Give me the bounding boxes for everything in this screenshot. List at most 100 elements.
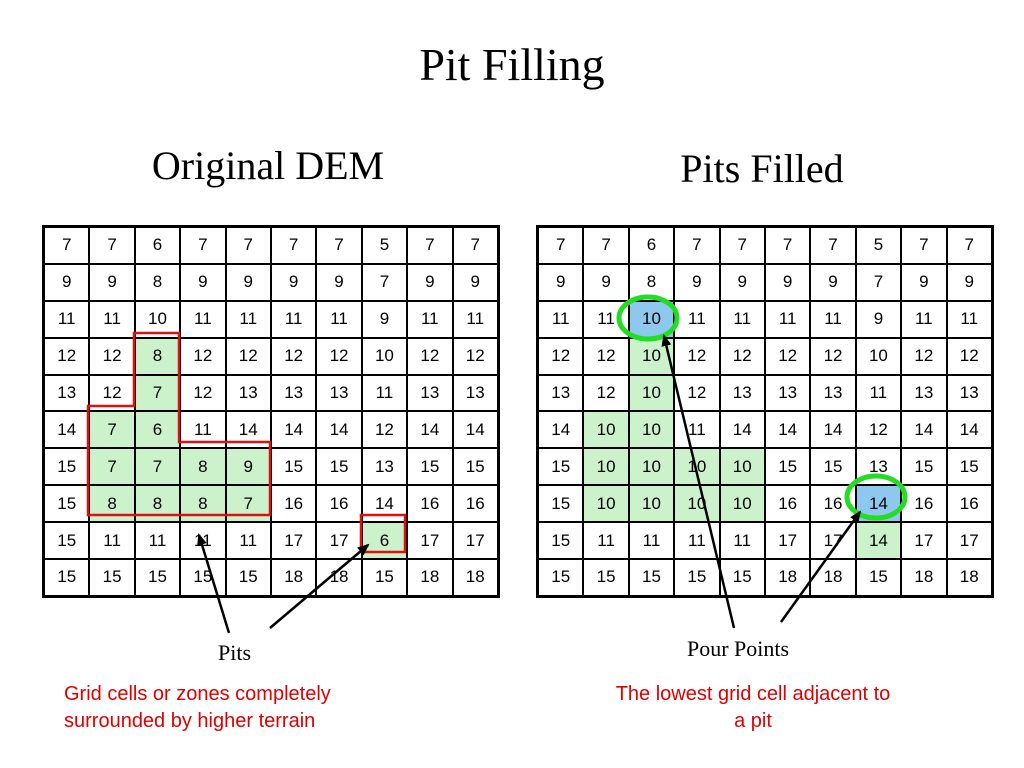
filled-cell: 16 [900, 484, 948, 524]
filled-cell: 11 [673, 410, 721, 450]
pits-filled-title: Pits Filled [680, 146, 844, 191]
filled-cell: 11 [718, 299, 766, 339]
pits-arrow-left [197, 533, 231, 634]
filled-cell: 7 [809, 225, 857, 265]
pits-description-line-2: surrounded by higher terrain [64, 710, 316, 732]
filled-cell: 9 [718, 262, 766, 302]
filled-cell: 5 [854, 225, 903, 265]
original-cell: 9 [269, 262, 318, 302]
filled-cell: 12 [763, 336, 812, 376]
filled-cell: 11 [900, 299, 948, 339]
original-cell: 15 [406, 447, 454, 487]
original-cell: 11 [88, 521, 136, 561]
filled-cell: 15 [536, 447, 585, 487]
original-cell: 14 [406, 410, 454, 450]
original-cell: 12 [224, 336, 272, 376]
filled-row: 15 11 11 11 11 17 17 14 17 17 [536, 521, 994, 561]
original-cell: 7 [269, 225, 318, 265]
original-cell: 15 [360, 558, 409, 598]
original-cell: 17 [406, 521, 454, 561]
filled-cell: 13 [718, 373, 766, 413]
original-cell: 14 [315, 410, 363, 450]
pour-points-description-line-1: The lowest grid cell adjacent to [615, 683, 891, 705]
filled-cell: 11 [763, 299, 812, 339]
filled-cell: 15 [673, 558, 721, 598]
pour-points-label: Pour Points [687, 636, 790, 661]
original-cell: 16 [406, 484, 454, 524]
filled-cell: 15 [809, 447, 857, 487]
original-cell: 15 [42, 484, 91, 524]
filled-cell: 17 [763, 521, 812, 561]
original-cell: 15 [88, 558, 136, 598]
filled-cell: 10 [582, 410, 630, 450]
filled-cell: 10 [673, 447, 721, 487]
original-cell: 11 [88, 299, 136, 339]
filled-cell: 15 [718, 558, 766, 598]
original-cell: 15 [224, 558, 272, 598]
filled-cell: 13 [536, 373, 585, 413]
original-cell: 7 [179, 225, 227, 265]
filled-cell: 12 [673, 373, 721, 413]
original-cell: 13 [224, 373, 272, 413]
filled-cell: 14 [536, 410, 585, 450]
filled-cell: 10 [854, 336, 903, 376]
slide-title: Pit Filling [419, 39, 605, 90]
filled-cell: 10 [627, 484, 676, 524]
original-cell: 9 [360, 299, 409, 339]
filled-cell: 10 [582, 447, 630, 487]
filled-cell: 9 [763, 262, 812, 302]
filled-cell: 9 [673, 262, 721, 302]
original-cell: 13 [42, 373, 91, 413]
filled-cell: 15 [582, 558, 630, 598]
filled-cell: 17 [900, 521, 948, 561]
original-cell: 7 [133, 373, 182, 413]
filled-cell: 12 [718, 336, 766, 376]
original-cell: 11 [315, 299, 363, 339]
filled-row: 11 11 10 11 11 11 11 9 11 11 [536, 299, 994, 339]
pour-point-ring-2 [844, 473, 908, 521]
original-cell: 7 [451, 225, 500, 265]
pits-arrow-right [269, 543, 370, 629]
original-cell: 9 [224, 447, 272, 487]
original-cell: 9 [42, 262, 91, 302]
original-cell: 12 [451, 336, 500, 376]
original-row: 15 7 7 8 9 15 15 13 15 15 [42, 447, 500, 487]
filled-row: 14 10 10 11 14 14 14 12 14 14 [536, 410, 994, 450]
filled-cell: 13 [900, 373, 948, 413]
filled-cell: 16 [763, 484, 812, 524]
filled-row: 12 12 10 12 12 12 12 10 12 12 [536, 336, 994, 376]
original-cell: 13 [451, 373, 500, 413]
original-cell: 15 [315, 447, 363, 487]
filled-cell: 10 [627, 373, 676, 413]
filled-cell: 10 [627, 447, 676, 487]
original-cell: 13 [360, 447, 409, 487]
filled-row: 15 15 15 15 15 18 18 15 18 18 [536, 558, 994, 598]
original-cell: 10 [360, 336, 409, 376]
filled-cell: 14 [809, 410, 857, 450]
filled-cell: 14 [763, 410, 812, 450]
original-cell: 11 [269, 299, 318, 339]
filled-cell: 7 [673, 225, 721, 265]
original-cell: 15 [42, 447, 91, 487]
original-cell: 15 [451, 447, 500, 487]
filled-cell: 11 [582, 521, 630, 561]
original-cell: 12 [269, 336, 318, 376]
filled-cell: 10 [718, 447, 766, 487]
filled-cell: 9 [945, 262, 994, 302]
original-cell: 12 [42, 336, 91, 376]
original-cell: 11 [42, 299, 91, 339]
original-cell: 14 [269, 410, 318, 450]
original-cell: 9 [224, 262, 272, 302]
filled-cell: 10 [673, 484, 721, 524]
original-cell: 15 [133, 558, 182, 598]
filled-cell: 7 [945, 225, 994, 265]
original-cell: 15 [42, 521, 91, 561]
original-cell: 7 [88, 410, 136, 450]
original-row: 13 12 7 12 13 13 13 11 13 13 [42, 373, 500, 413]
filled-cell: 12 [809, 336, 857, 376]
original-cell: 12 [360, 410, 409, 450]
pour-point-ring-1 [616, 294, 680, 342]
pour-point-arrow-left [661, 334, 736, 629]
